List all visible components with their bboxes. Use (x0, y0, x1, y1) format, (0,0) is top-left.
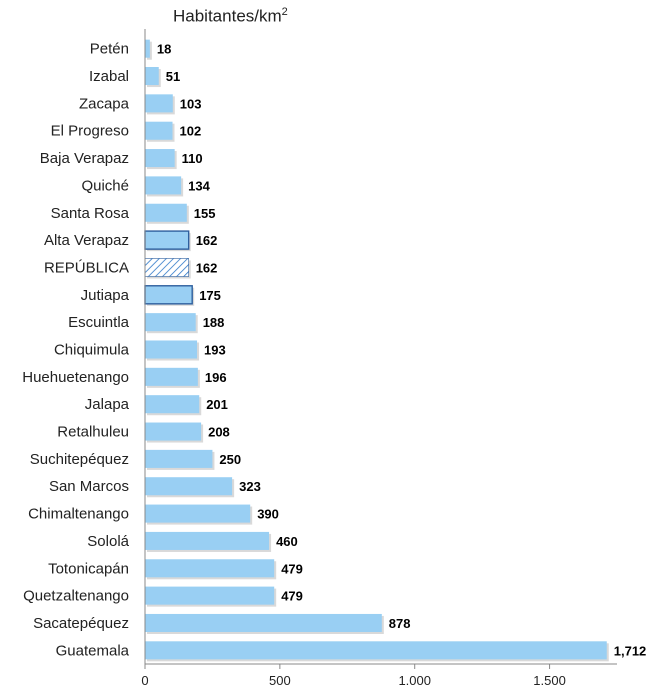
category-label: Huehuetenango (22, 369, 129, 386)
bar (144, 258, 189, 277)
value-label: 390 (257, 507, 279, 522)
category-label: Alta Verapaz (44, 232, 129, 249)
bar (145, 313, 196, 332)
value-label: 188 (203, 315, 225, 330)
value-label: 18 (157, 42, 171, 57)
value-label: 878 (389, 616, 411, 631)
value-label: 103 (180, 96, 202, 111)
bar (145, 149, 175, 168)
value-label: 208 (208, 425, 230, 440)
value-label: 479 (281, 589, 303, 604)
value-label: 51 (166, 69, 180, 84)
value-label: 162 (196, 260, 218, 275)
category-label: Santa Rosa (51, 205, 130, 222)
value-label: 196 (205, 370, 227, 385)
category-label: Izabal (89, 68, 129, 85)
category-label: El Progreso (51, 123, 129, 140)
value-label: 134 (188, 178, 210, 193)
bar (145, 559, 275, 578)
value-label: 175 (199, 288, 221, 303)
value-label: 323 (239, 479, 261, 494)
x-tick-label: 1,500 (533, 673, 566, 685)
x-tick-label: 0 (141, 673, 148, 685)
unit-label-superscript: 2 (281, 6, 288, 18)
category-label: Sololá (87, 533, 129, 550)
bar (145, 613, 382, 633)
value-label: 1,712 (614, 643, 647, 658)
value-label: 460 (276, 534, 298, 549)
category-label: Chimaltenango (28, 506, 129, 523)
value-label: 102 (180, 124, 202, 139)
bar (145, 449, 213, 468)
category-label: Suchitepéquez (30, 451, 129, 468)
x-tick-label: 500 (269, 673, 291, 685)
category-label: REPÚBLICA (44, 259, 129, 276)
category-label: Chiquimula (54, 342, 130, 359)
value-label: 162 (196, 233, 218, 248)
category-label: Guatemala (56, 642, 130, 659)
bar (144, 230, 190, 250)
category-label: Petén (90, 41, 129, 58)
unit-label: Habitantes/km2 (173, 6, 288, 27)
bar (145, 66, 159, 86)
bar (145, 504, 251, 523)
category-label: Totonicapán (48, 560, 129, 577)
bar (145, 531, 270, 550)
category-label: Jalapa (85, 396, 130, 413)
bar (145, 367, 198, 386)
category-label: Sacatepéquez (33, 615, 129, 632)
bar (145, 586, 275, 605)
value-label: 201 (206, 397, 228, 412)
category-label: Escuintla (68, 314, 130, 331)
category-label: Retalhuleu (57, 424, 129, 441)
bar (145, 641, 607, 660)
value-label: 155 (194, 206, 216, 221)
bar (145, 176, 182, 195)
value-label: 479 (281, 561, 303, 576)
bar (144, 285, 193, 305)
bar (145, 422, 202, 441)
plot-area: Petén 18 Izabal 51 Zacapa 103 El Progreso 102 Ba… (22, 29, 646, 685)
bar (145, 477, 233, 496)
category-label: San Marcos (49, 478, 129, 495)
bar (145, 340, 198, 359)
bar (145, 94, 173, 113)
category-label: Quiché (81, 177, 129, 194)
category-label: Jutiapa (81, 287, 130, 304)
value-label: 250 (219, 452, 241, 467)
bar (145, 39, 150, 58)
value-label: 110 (182, 151, 203, 166)
category-label: Quetzaltenango (23, 588, 129, 605)
x-tick-label: 1,000 (398, 673, 431, 685)
unit-label-text: Habitantes/km (173, 6, 282, 26)
bar (145, 121, 173, 140)
category-label: Zacapa (79, 95, 130, 112)
bar (145, 203, 187, 222)
category-label: Baja Verapaz (40, 150, 129, 167)
bar (145, 395, 200, 414)
value-label: 193 (204, 343, 226, 358)
